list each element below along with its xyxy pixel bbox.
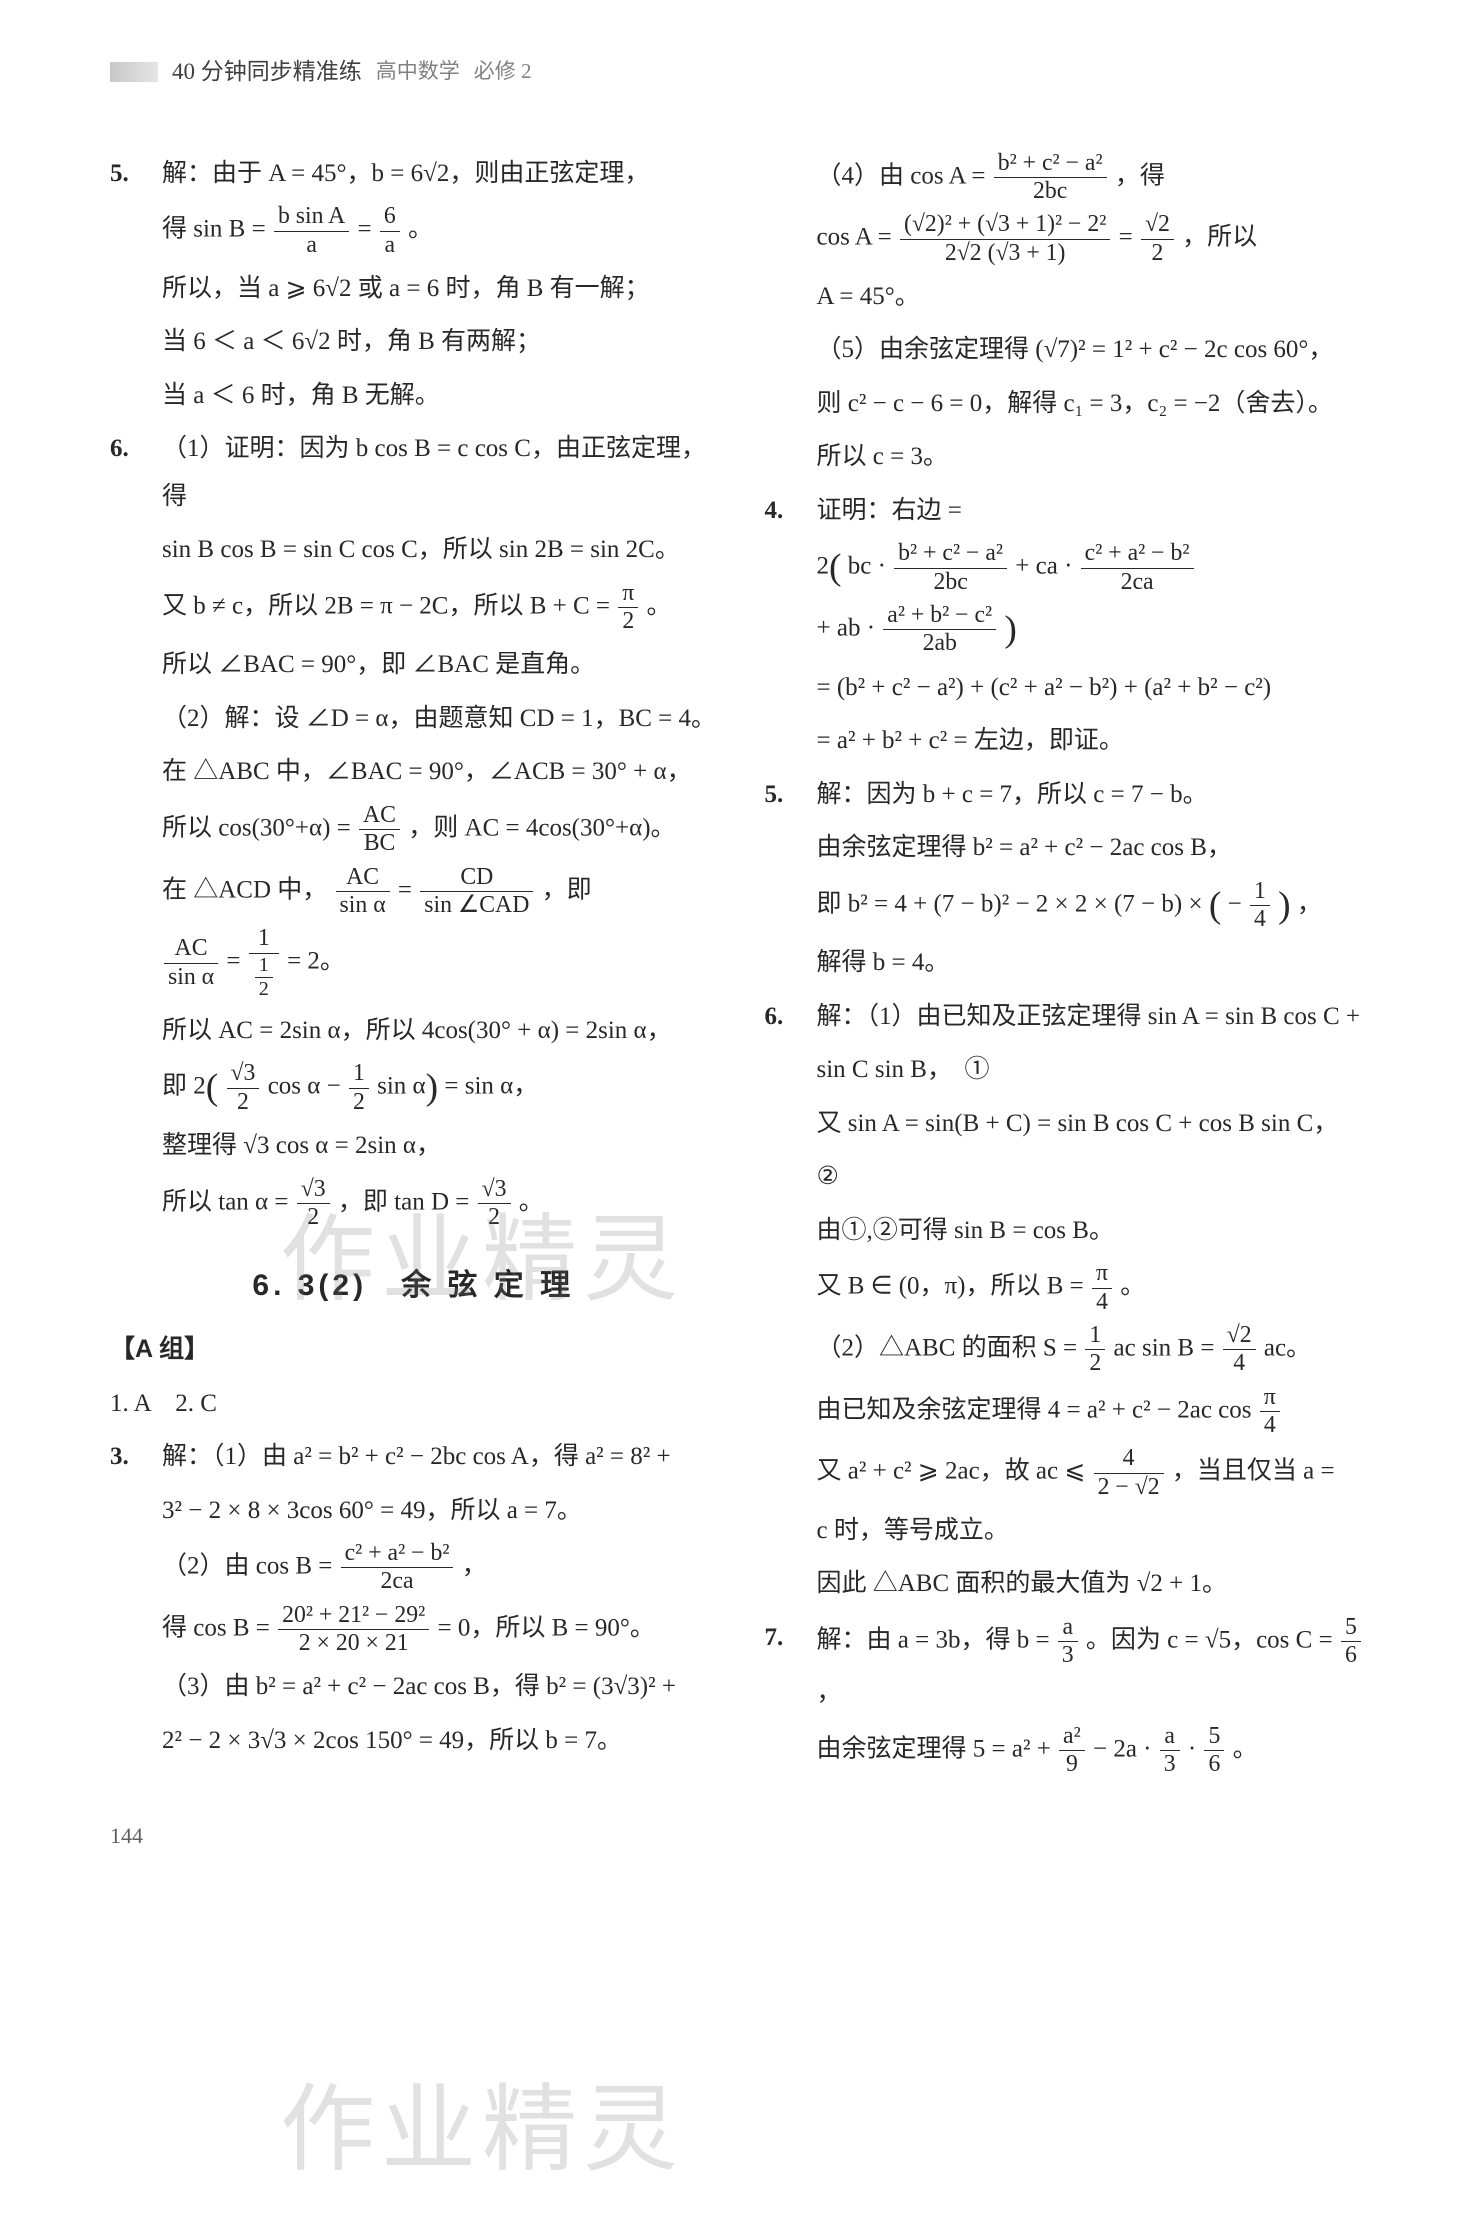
q7r-number: 7. [765, 1624, 784, 1651]
q6-line1: （1）证明：因为 b cos B = c cos C，由正弦定理，得 [162, 425, 717, 520]
content-columns: 5. 解：由于 A = 45°，b = 6√2，则由正弦定理， 得 sin B … [110, 150, 1371, 1785]
q4r-line3: + ab · a² + b² − c²2ab ) [817, 602, 1372, 658]
page-number: 144 [110, 1815, 1371, 1857]
q7r-line2: 由余弦定理得 5 = a² + a²9 − 2a · a3 · 56 。 [817, 1723, 1372, 1779]
left-column: 5. 解：由于 A = 45°，b = 6√2，则由正弦定理， 得 sin B … [110, 150, 717, 1785]
q5r-line4: 解得 b = 4。 [817, 939, 1372, 987]
q4r-line1: 证明：右边 = [817, 487, 1372, 535]
section-title: 6. 3(2) 余 弦 定 理 [110, 1257, 717, 1314]
q7r-line1: 解：由 a = 3b，得 b = a3 。因为 c = √5，cos C = 5… [817, 1614, 1372, 1717]
q5r-line1: 解：因为 b + c = 7，所以 c = 7 − b。 [817, 771, 1372, 819]
q6-line3: 又 b ≠ c，所以 2B = π − 2C，所以 B + C = π2 。 [162, 580, 717, 636]
q6r-line11: 因此 △ABC 面积的最大值为 √2 + 1。 [817, 1560, 1372, 1608]
q5-line1: 解：由于 A = 45°，b = 6√2，则由正弦定理， [162, 150, 717, 198]
q6r-line5: 由①,②可得 sin B = cos B。 [817, 1207, 1372, 1255]
answers-1-2: 1. A 2. C [110, 1380, 717, 1428]
problem-5: 5. 解：由于 A = 45°，b = 6√2，则由正弦定理， 得 sin B … [110, 150, 717, 426]
problem-4-r: 4. 证明：右边 = 2( bc · b² + c² − a²2bc + ca … [765, 487, 1372, 771]
q3-number: 3. [110, 1443, 129, 1470]
page-header: 40 分钟同步精准练 高中数学 必修 2 [110, 50, 1371, 94]
q6r-number: 6. [765, 1003, 784, 1030]
q4r-number: 4. [765, 497, 784, 524]
q6-line9: ACsin α = 1 12 = 2。 [162, 925, 717, 1001]
page: 40 分钟同步精准练 高中数学 必修 2 5. 解：由于 A = 45°，b =… [110, 50, 1371, 1856]
p4-line3: A = 45°。 [765, 273, 1372, 321]
q6-line7: 所以 cos(30°+α) = ACBC ，则 AC = 4cos(30°+α)… [162, 802, 717, 858]
right-column: （4）由 cos A = b² + c² − a²2bc ，得 cos A = … [765, 150, 1372, 1785]
q5-line3: 所以，当 a ⩾ 6√2 或 a = 6 时，角 B 有一解； [162, 265, 717, 313]
p5-line2: 则 c² − c − 6 = 0，解得 c₁ = 3，c₂ = −2（舍去）。 [765, 380, 1372, 428]
problem-6-r: 6. 解：（1）由已知及正弦定理得 sin A = sin B cos C + … [765, 993, 1372, 1614]
q3-line2: 3² − 2 × 8 × 3cos 60° = 49，所以 a = 7。 [162, 1487, 717, 1535]
q6r-line4: ② [817, 1153, 1372, 1201]
header-series: 40 分钟同步精准练 [172, 50, 362, 94]
q6r-line7: （2）△ABC 的面积 S = 12 ac sin B = √24 ac。 [817, 1322, 1372, 1378]
p4-line2: cos A = (√2)² + (√3 + 1)² − 2²2√2 (√3 + … [765, 211, 1372, 267]
q6-line11: 即 2( √32 cos α − 12 sin α) = sin α， [162, 1060, 717, 1116]
q5r-number: 5. [765, 781, 784, 808]
problem-7-r: 7. 解：由 a = 3b，得 b = a3 。因为 c = √5，cos C … [765, 1614, 1372, 1785]
problem-5-r: 5. 解：因为 b + c = 7，所以 c = 7 − b。 由余弦定理得 b… [765, 771, 1372, 993]
p5-line1: （5）由余弦定理得 (√7)² = 1² + c² − 2c cos 60°， [765, 326, 1372, 374]
p5-line3: 所以 c = 3。 [765, 433, 1372, 481]
q3-line6: 2² − 2 × 3√3 × 2cos 150° = 49，所以 b = 7。 [162, 1717, 717, 1765]
problem-3: 3. 解：（1）由 a² = b² + c² − 2bc cos A，得 a² … [110, 1433, 717, 1770]
q6-line5: （2）解：设 ∠D = α，由题意知 CD = 1，BC = 4。 [162, 695, 717, 743]
q6-line8: 在 △ACD 中， ACsin α = CDsin ∠CAD ，即 [162, 864, 717, 920]
problem-6: 6. （1）证明：因为 b cos B = c cos C，由正弦定理，得 si… [110, 425, 717, 1237]
q6-line10: 所以 AC = 2sin α，所以 4cos(30° + α) = 2sin α… [162, 1007, 717, 1055]
q6-line6: 在 △ABC 中，∠BAC = 90°，∠ACB = 30° + α， [162, 748, 717, 796]
q6r-line1: 解：（1）由已知及正弦定理得 sin A = sin B cos C + [817, 993, 1372, 1041]
q5-line4: 当 6 ＜ a ＜ 6√2 时，角 B 有两解； [162, 318, 717, 366]
q3-line5: （3）由 b² = a² + c² − 2ac cos B，得 b² = (3√… [162, 1663, 717, 1711]
q5-line2: 得 sin B = b sin Aa = 6a 。 [162, 203, 717, 259]
q6-number: 6. [110, 435, 129, 462]
q4r-line4: = (b² + c² − a²) + (c² + a² − b²) + (a² … [817, 664, 1372, 712]
q5r-line3: 即 b² = 4 + (7 − b)² − 2 × 2 × (7 − b) × … [817, 878, 1372, 934]
q5r-line2: 由余弦定理得 b² = a² + c² − 2ac cos B， [817, 824, 1372, 872]
q6r-line10: c 时，等号成立。 [817, 1507, 1372, 1555]
p4-line1: （4）由 cos A = b² + c² − a²2bc ，得 [765, 150, 1372, 206]
header-subject: 高中数学 [376, 52, 460, 92]
q6-line2: sin B cos B = sin C cos C，所以 sin 2B = si… [162, 526, 717, 574]
q6r-line8: 由已知及余弦定理得 4 = a² + c² − 2ac cos π4 [817, 1384, 1372, 1440]
watermark-2: 作业精灵 [280, 2040, 684, 2221]
q5-line5: 当 a ＜ 6 时，角 B 无解。 [162, 372, 717, 420]
q3-line1: 解：（1）由 a² = b² + c² − 2bc cos A，得 a² = 8… [162, 1433, 717, 1481]
group-a-label: 【A 组】 [110, 1326, 717, 1374]
q6-line13: 所以 tan α = √32 ，即 tan D = √32 。 [162, 1176, 717, 1232]
q4r-line2: 2( bc · b² + c² − a²2bc + ca · c² + a² −… [817, 540, 1372, 596]
q6-line12: 整理得 √3 cos α = 2sin α， [162, 1122, 717, 1170]
q6r-line2: sin C sin B， ① [817, 1046, 1372, 1094]
q6r-line3: 又 sin A = sin(B + C) = sin B cos C + cos… [817, 1100, 1372, 1148]
q6r-line6: 又 B ∈ (0，π)，所以 B = π4 。 [817, 1260, 1372, 1316]
q3-line3: （2）由 cos B = c² + a² − b²2ca ， [162, 1540, 717, 1596]
header-ornament [110, 62, 158, 82]
q6-line4: 所以 ∠BAC = 90°，即 ∠BAC 是直角。 [162, 641, 717, 689]
q5-number: 5. [110, 160, 129, 187]
q6r-line9: 又 a² + c² ⩾ 2ac，故 ac ⩽ 42 − √2 ，当且仅当 a = [817, 1445, 1372, 1501]
q3-line4: 得 cos B = 20² + 21² − 29²2 × 20 × 21 = 0… [162, 1602, 717, 1658]
q4r-line5: = a² + b² + c² = 左边，即证。 [817, 717, 1372, 765]
header-volume: 必修 2 [474, 52, 532, 92]
